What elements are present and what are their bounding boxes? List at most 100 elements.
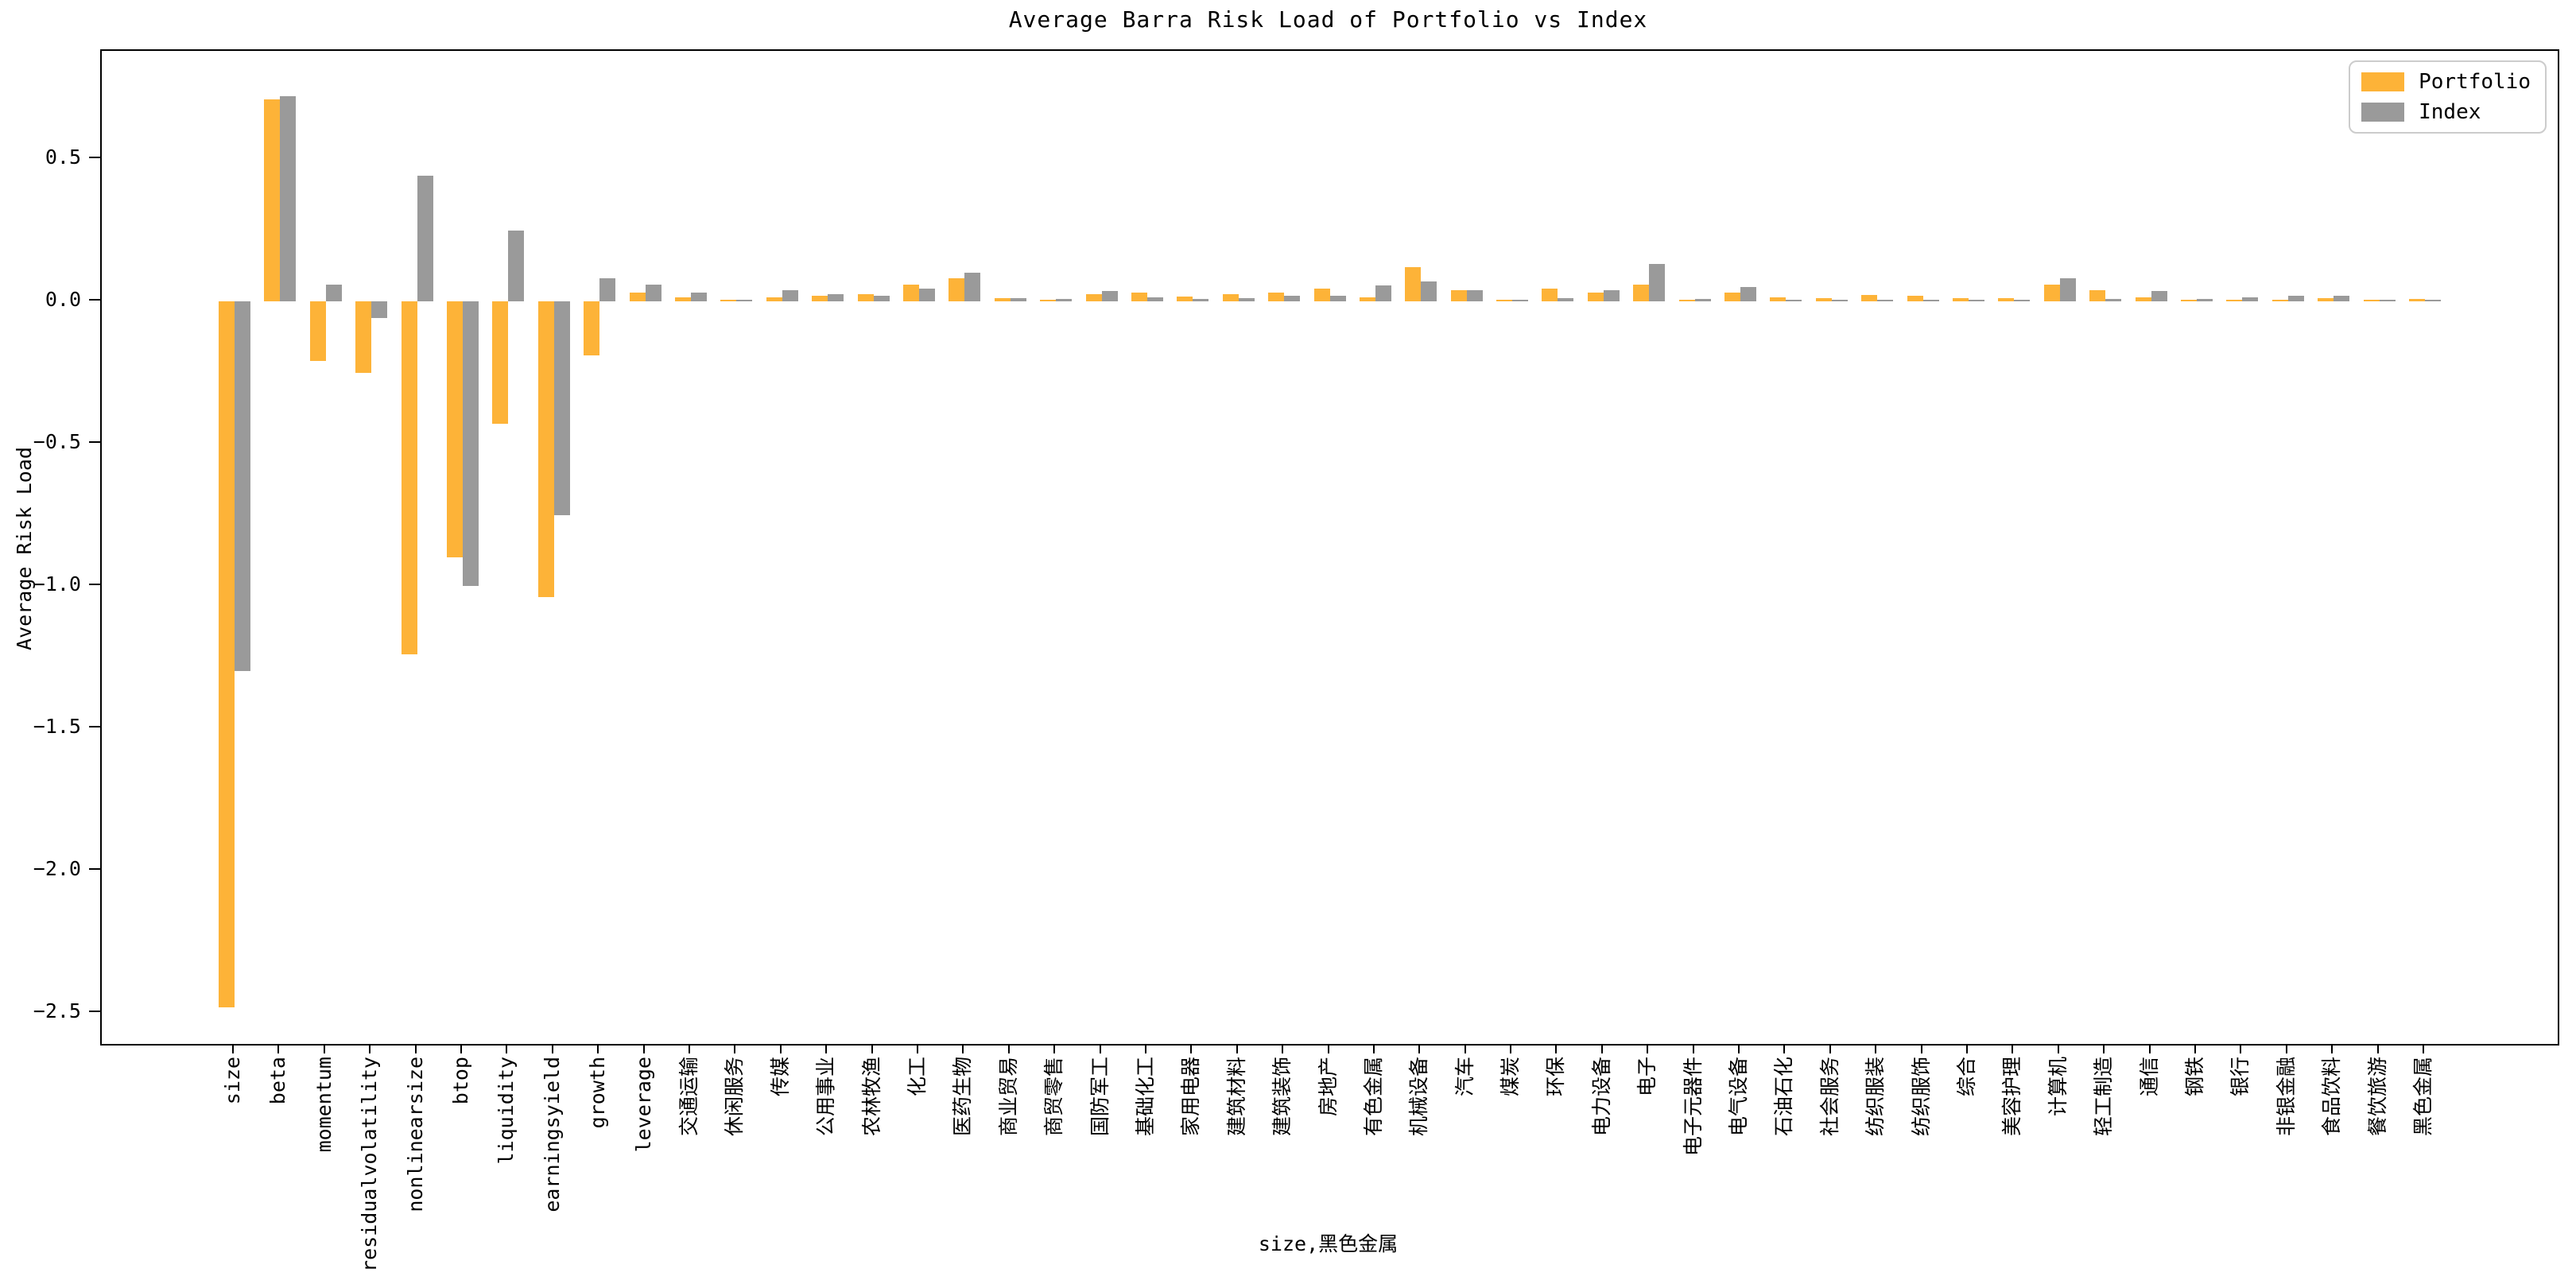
bar-portfolio-国防军工 — [1085, 294, 1102, 301]
x-tick-mark — [1327, 1044, 1329, 1053]
legend-label-index: Index — [2419, 100, 2481, 124]
bar-index-社会服务 — [1831, 300, 1848, 301]
x-tick-mark — [1372, 1044, 1375, 1053]
bar-portfolio-银行 — [2226, 300, 2243, 301]
bar-index-黑色金属 — [2425, 300, 2441, 301]
bar-portfolio-农林牧渔 — [857, 294, 874, 301]
y-tick-label: −1.5 — [33, 715, 81, 738]
x-tick-mark — [825, 1044, 828, 1053]
bar-portfolio-黑色金属 — [2409, 299, 2425, 301]
legend-label-portfolio: Portfolio — [2419, 70, 2531, 94]
bar-index-建筑装饰 — [1284, 295, 1301, 301]
bar-index-size — [235, 301, 250, 672]
x-tick-mark — [1282, 1044, 1284, 1053]
legend-swatch-index-icon — [2361, 103, 2405, 122]
legend-swatch-portfolio-icon — [2361, 72, 2405, 91]
y-tick-label: 0.5 — [45, 145, 81, 169]
x-tick-mark — [323, 1044, 325, 1053]
bar-portfolio-建筑装饰 — [1268, 293, 1285, 301]
x-tick-mark — [1647, 1044, 1649, 1053]
bar-index-钢铁 — [2197, 299, 2213, 301]
bar-portfolio-餐饮旅游 — [2363, 300, 2380, 301]
bar-portfolio-综合 — [1953, 298, 1969, 301]
bar-index-轻工制造 — [2105, 299, 2122, 301]
bar-index-建筑材料 — [1238, 298, 1255, 301]
bar-index-电子 — [1649, 264, 1666, 301]
bar-index-计算机 — [2059, 278, 2076, 301]
bar-portfolio-钢铁 — [2181, 300, 2198, 301]
x-tick-mark — [1692, 1044, 1694, 1053]
bar-portfolio-size — [219, 301, 235, 1007]
y-tick-label: −1.0 — [33, 572, 81, 596]
x-tick-mark — [232, 1044, 234, 1053]
bar-index-银行 — [2242, 297, 2259, 301]
bar-portfolio-非银金融 — [2271, 300, 2288, 301]
x-tick-mark — [1600, 1044, 1603, 1053]
bar-portfolio-beta — [264, 99, 281, 301]
x-tick-mark — [369, 1044, 371, 1053]
bar-index-纺织服饰 — [1922, 299, 1939, 301]
bar-portfolio-电子 — [1633, 284, 1650, 301]
bar-portfolio-电力设备 — [1587, 293, 1604, 301]
y-tick-mark — [89, 299, 100, 301]
bar-index-有色金属 — [1375, 285, 1391, 301]
legend-item-portfolio: Portfolio — [2361, 70, 2531, 94]
bar-portfolio-商贸零售 — [1040, 300, 1057, 301]
x-tick-label-黑色金属: 黑色金属 — [2411, 1057, 2434, 1137]
bar-portfolio-earningsyield — [537, 301, 554, 598]
bar-portfolio-食品饮料 — [2318, 298, 2334, 301]
bar-portfolio-电子元器件 — [1678, 300, 1695, 301]
x-tick-mark — [2103, 1044, 2105, 1053]
bar-index-餐饮旅游 — [2379, 300, 2396, 301]
bar-index-基础化工 — [1146, 297, 1163, 301]
bar-index-电力设备 — [1603, 289, 1620, 301]
x-axis-label: size,黑色金属 — [1258, 1232, 1399, 1255]
bar-portfolio-纺织服饰 — [1907, 295, 1923, 301]
bar-portfolio-leverage — [629, 293, 646, 301]
x-tick-mark — [1738, 1044, 1740, 1053]
bar-index-综合 — [1969, 300, 1985, 301]
bar-index-商贸零售 — [1056, 299, 1073, 301]
bar-index-医药生物 — [964, 273, 981, 301]
bar-portfolio-计算机 — [2043, 284, 2060, 301]
x-tick-mark — [551, 1044, 553, 1053]
x-tick-mark — [1555, 1044, 1558, 1053]
x-tick-mark — [1510, 1044, 1512, 1053]
x-tick-mark — [460, 1044, 462, 1053]
bar-portfolio-公用事业 — [812, 295, 828, 301]
bar-index-leverage — [645, 284, 661, 301]
legend: Portfolio Index — [2349, 60, 2547, 134]
bar-index-交通运输 — [690, 293, 707, 301]
bar-portfolio-nonlinearsize — [401, 301, 417, 654]
bar-index-通信 — [2151, 291, 2167, 301]
y-tick-label: −2.5 — [33, 999, 81, 1022]
bar-index-机械设备 — [1421, 281, 1437, 301]
y-tick-mark — [89, 726, 100, 727]
bar-index-nonlinearsize — [417, 176, 433, 301]
bar-portfolio-轻工制造 — [2089, 289, 2106, 301]
bar-portfolio-美容护理 — [1998, 297, 2015, 301]
bar-portfolio-房地产 — [1313, 288, 1330, 301]
y-tick-label: 0.0 — [45, 288, 81, 311]
x-tick-mark — [1418, 1044, 1421, 1053]
legend-item-index: Index — [2361, 100, 2531, 124]
bar-index-earningsyield — [553, 301, 570, 515]
bar-index-农林牧渔 — [873, 295, 890, 301]
y-tick-mark — [89, 868, 100, 870]
x-tick-mark — [506, 1044, 508, 1053]
bar-index-石油石化 — [1786, 300, 1802, 301]
x-tick-mark — [734, 1044, 736, 1053]
x-tick-mark — [2423, 1044, 2424, 1053]
y-axis-label: Average Risk Load — [13, 447, 36, 650]
bar-index-房地产 — [1329, 295, 1346, 301]
x-tick-mark — [414, 1044, 417, 1053]
bar-portfolio-建筑材料 — [1222, 294, 1239, 301]
x-tick-mark — [1190, 1044, 1193, 1053]
bar-portfolio-有色金属 — [1359, 297, 1375, 301]
bar-index-btop — [462, 301, 479, 586]
x-tick-mark — [688, 1044, 690, 1053]
bar-portfolio-石油石化 — [1770, 297, 1787, 301]
bar-index-beta — [280, 96, 297, 301]
bar-index-liquidity — [508, 230, 525, 301]
